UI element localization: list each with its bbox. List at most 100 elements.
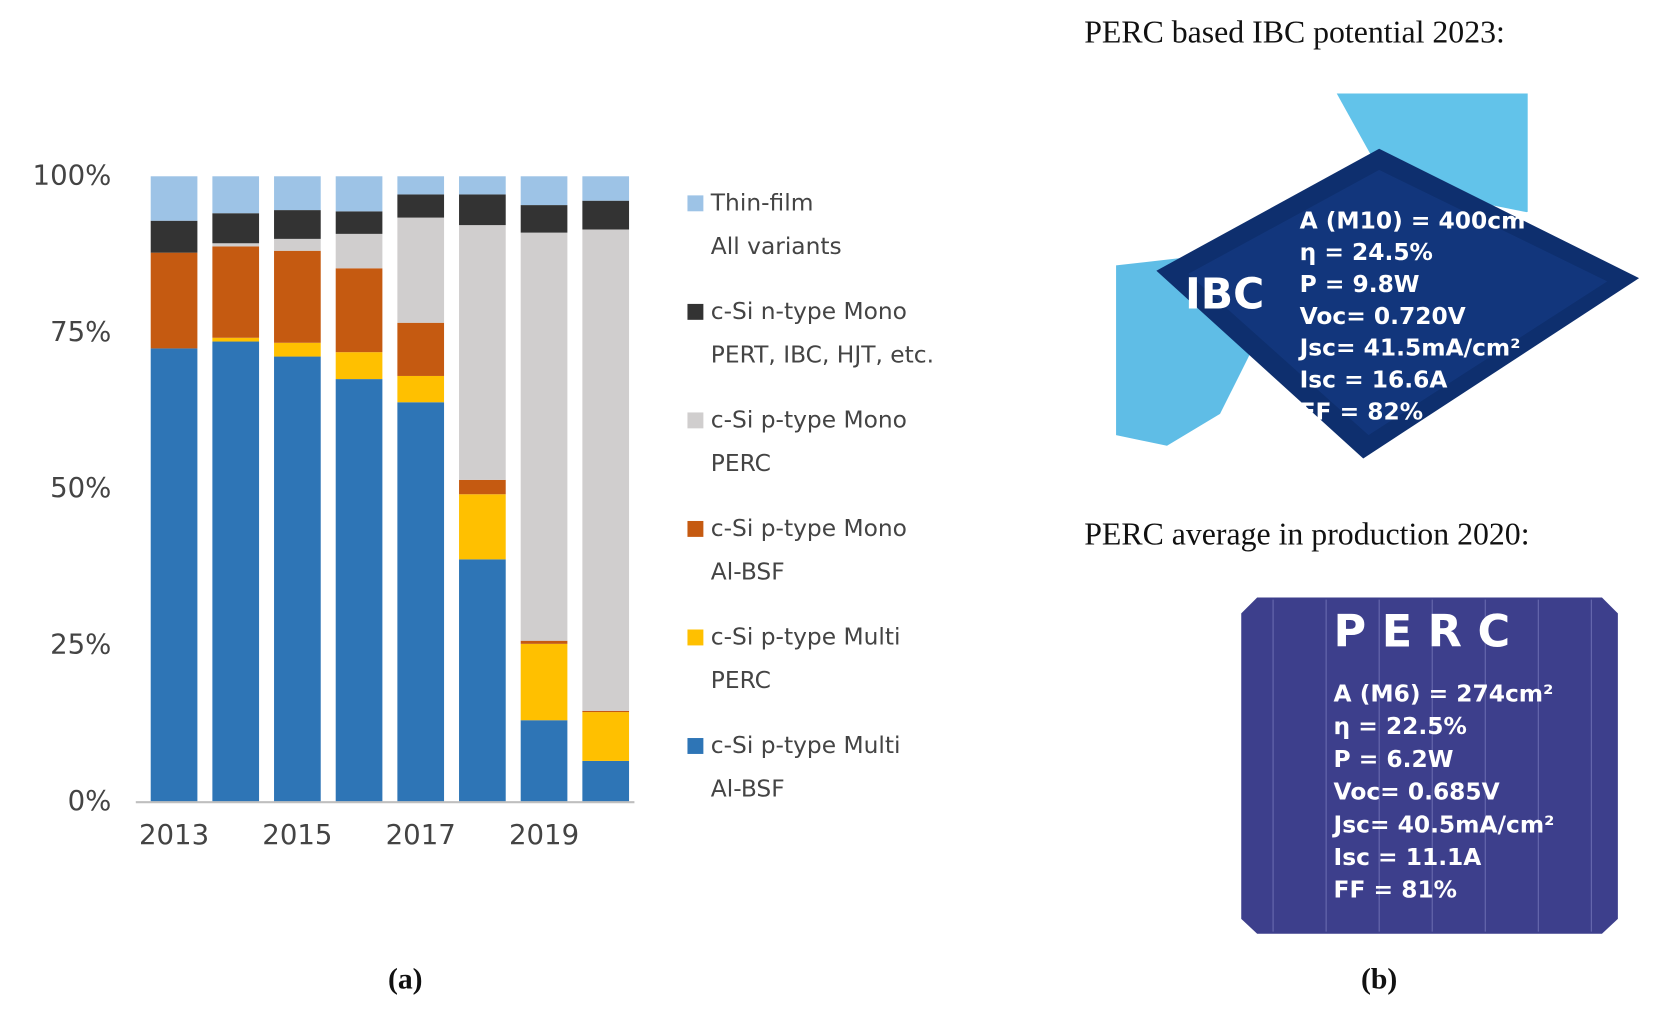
y-tick-label: 0% (68, 784, 112, 817)
bar-segment (582, 710, 630, 713)
perc-title: PERC average in production 2020: (1084, 516, 1529, 551)
legend-detail: PERC (711, 666, 771, 694)
legend-label: c-Si p-type Mono (711, 514, 907, 542)
y-tick-label: 100% (33, 158, 112, 191)
x-tick-label: 2017 (386, 818, 456, 851)
legend-detail: PERC (711, 449, 771, 477)
bar-segment (582, 200, 630, 230)
bar-segment (520, 176, 568, 206)
bar-segment (397, 402, 445, 803)
panel-label: (a) (388, 963, 423, 995)
y-tick-label: 50% (50, 471, 111, 504)
bar-segment (274, 342, 321, 357)
bar-segment (274, 238, 321, 251)
perc-spec: Jsc= 40.5mA/cm² (1332, 810, 1555, 838)
bar-segment (459, 479, 506, 495)
bar-segment (335, 268, 383, 353)
perc-spec: A (M6) = 274cm² (1334, 680, 1554, 708)
bar-segment (397, 176, 445, 195)
y-tick-label: 25% (50, 628, 111, 661)
legend-detail: PERT, IBC, HJT, etc. (711, 340, 934, 368)
bar-segment (397, 194, 445, 218)
bar-segment (274, 356, 321, 803)
ibc-spec: A (M10) = 400cm² (1300, 206, 1536, 234)
bar-segment (274, 176, 321, 211)
ibc-title: PERC based IBC potential 2023: (1084, 14, 1505, 49)
perc-cell (1241, 597, 1618, 934)
perc-logo: P E R C (1334, 606, 1511, 658)
legend-label: c-Si p-type Multi (711, 731, 901, 759)
perc-spec: FF = 81% (1334, 876, 1458, 904)
bar-segment (582, 712, 630, 761)
bar-segment (459, 176, 506, 195)
bar-segment (335, 379, 383, 803)
ibc-spec: η = 24.5% (1300, 238, 1433, 266)
bar-segment (335, 176, 383, 212)
bar-segment (274, 210, 321, 239)
legend-detail: Al-BSF (711, 557, 785, 585)
legend-label: c-Si n-type Mono (711, 297, 907, 325)
legend-swatch (687, 195, 704, 212)
bar-segment (212, 337, 260, 342)
bar-segment (335, 233, 383, 269)
bar-segment (150, 348, 198, 803)
ibc-spec: Jsc= 41.5mA/cm² (1298, 334, 1521, 362)
bar-segment (397, 322, 445, 376)
bar-segment (212, 213, 260, 244)
bar-segment (397, 375, 445, 403)
perc-busbars (1272, 599, 1592, 932)
legend-label: Thin-film (710, 188, 814, 216)
legend-swatch (687, 520, 704, 537)
x-tick-label: 2019 (509, 818, 579, 851)
bar-segment (520, 205, 568, 233)
bar-segment (459, 494, 506, 560)
bar-segment (520, 720, 568, 803)
bar-segment (459, 559, 506, 803)
ibc-logo: IBC (1185, 271, 1264, 320)
ibc-spec: FF = 82% (1300, 397, 1424, 425)
bar-segment (212, 246, 260, 338)
perc-spec: Isc = 11.1A (1334, 843, 1482, 871)
bar-segment (582, 229, 630, 711)
y-tick-label: 75% (50, 315, 111, 348)
legend-swatch (687, 303, 704, 320)
legend-label: c-Si p-type Multi (711, 622, 901, 650)
bar-segment (274, 250, 321, 343)
ibc-cell-sheen (1188, 169, 1608, 436)
bar-segment (520, 232, 568, 641)
bar-segment (150, 220, 198, 253)
bar-segment (582, 760, 630, 803)
legend-detail: All variants (711, 232, 842, 260)
glove (1336, 93, 1528, 213)
bar-segment (459, 194, 506, 226)
perc-spec: Voc= 0.685V (1334, 778, 1500, 806)
legend-detail: Al-BSF (711, 775, 785, 803)
perc-photo (1241, 597, 1618, 934)
legend-swatch (687, 629, 704, 646)
ibc-spec: Isc = 16.6A (1300, 366, 1448, 394)
bar-segment (582, 176, 630, 201)
bar-segment (335, 352, 383, 380)
x-tick-label: 2013 (139, 818, 209, 851)
legend-swatch (687, 412, 704, 429)
bar-segment (520, 640, 568, 644)
bar-segment (520, 643, 568, 721)
bar-segment (397, 217, 445, 323)
bar-segment (212, 243, 260, 247)
ibc-spec: P = 9.8W (1300, 270, 1420, 298)
perc-spec: P = 6.2W (1334, 745, 1454, 773)
bar-segment (212, 341, 260, 803)
bar-segment (459, 225, 506, 480)
bar-segment (150, 252, 198, 349)
bar-segment (212, 176, 260, 214)
legend-swatch (687, 738, 704, 754)
ibc-spec: Voc= 0.720V (1300, 302, 1466, 330)
bar-segment (150, 176, 198, 221)
x-tick-label: 2015 (262, 818, 332, 851)
ibc-photo (1116, 93, 1640, 459)
bar-segment (335, 211, 383, 234)
perc-spec: η = 22.5% (1334, 712, 1467, 740)
legend-label: c-Si p-type Mono (711, 405, 907, 433)
